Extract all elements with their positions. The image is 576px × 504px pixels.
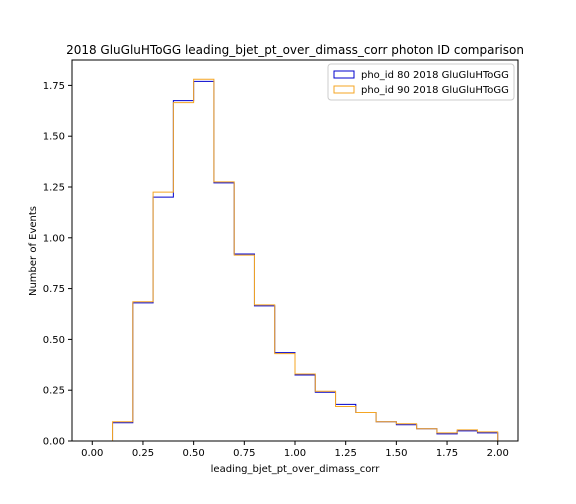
x-tick-label: 1.25 xyxy=(335,448,357,459)
y-tick-label: 0.75 xyxy=(43,284,65,295)
plot-area xyxy=(92,78,499,442)
legend-swatch xyxy=(333,70,355,79)
x-tick-label: 1.50 xyxy=(385,448,407,459)
y-tick-label: 1.00 xyxy=(43,233,65,244)
x-axis-label: leading_bjet_pt_over_dimass_corr xyxy=(211,464,381,475)
x-tick-label: 1.00 xyxy=(284,448,306,459)
legend: pho_id 80 2018 GluGluHToGG pho_id 90 2018… xyxy=(327,63,515,101)
x-tick-label: 0.50 xyxy=(183,448,205,459)
y-tick-label: 0.50 xyxy=(43,335,65,346)
x-tick-label: 0.75 xyxy=(233,448,255,459)
histogram-series-2 xyxy=(92,78,499,442)
legend-swatch xyxy=(333,85,355,94)
x-tick-label: 0.00 xyxy=(81,448,103,459)
legend-box xyxy=(327,63,515,101)
y-tick-label: 1.50 xyxy=(43,132,65,143)
x-tick-label: 0.25 xyxy=(132,448,154,459)
y-tick-label: 1.75 xyxy=(43,81,65,92)
y-axis-ticks: 0.00 0.25 0.50 0.75 1.00 1.25 1.50 1.75 xyxy=(43,81,72,448)
legend-entry-label: pho_id 90 2018 GluGluHToGG xyxy=(361,85,509,96)
y-tick-label: 1.25 xyxy=(43,183,65,194)
legend-entry-label: pho_id 80 2018 GluGluHToGG xyxy=(361,70,509,81)
chart-title: 2018 GluGluHToGG leading_bjet_pt_over_di… xyxy=(66,43,524,57)
x-axis-ticks: 0.00 0.25 0.50 0.75 1.00 1.25 1.50 1.75 2.00 xyxy=(81,441,509,459)
y-tick-label: 0.25 xyxy=(43,386,65,397)
plot-frame xyxy=(71,59,519,442)
x-tick-label: 2.00 xyxy=(487,448,509,459)
y-axis-label: Number of Events xyxy=(28,206,39,296)
y-tick-label: 0.00 xyxy=(43,437,65,448)
x-tick-label: 1.75 xyxy=(436,448,458,459)
